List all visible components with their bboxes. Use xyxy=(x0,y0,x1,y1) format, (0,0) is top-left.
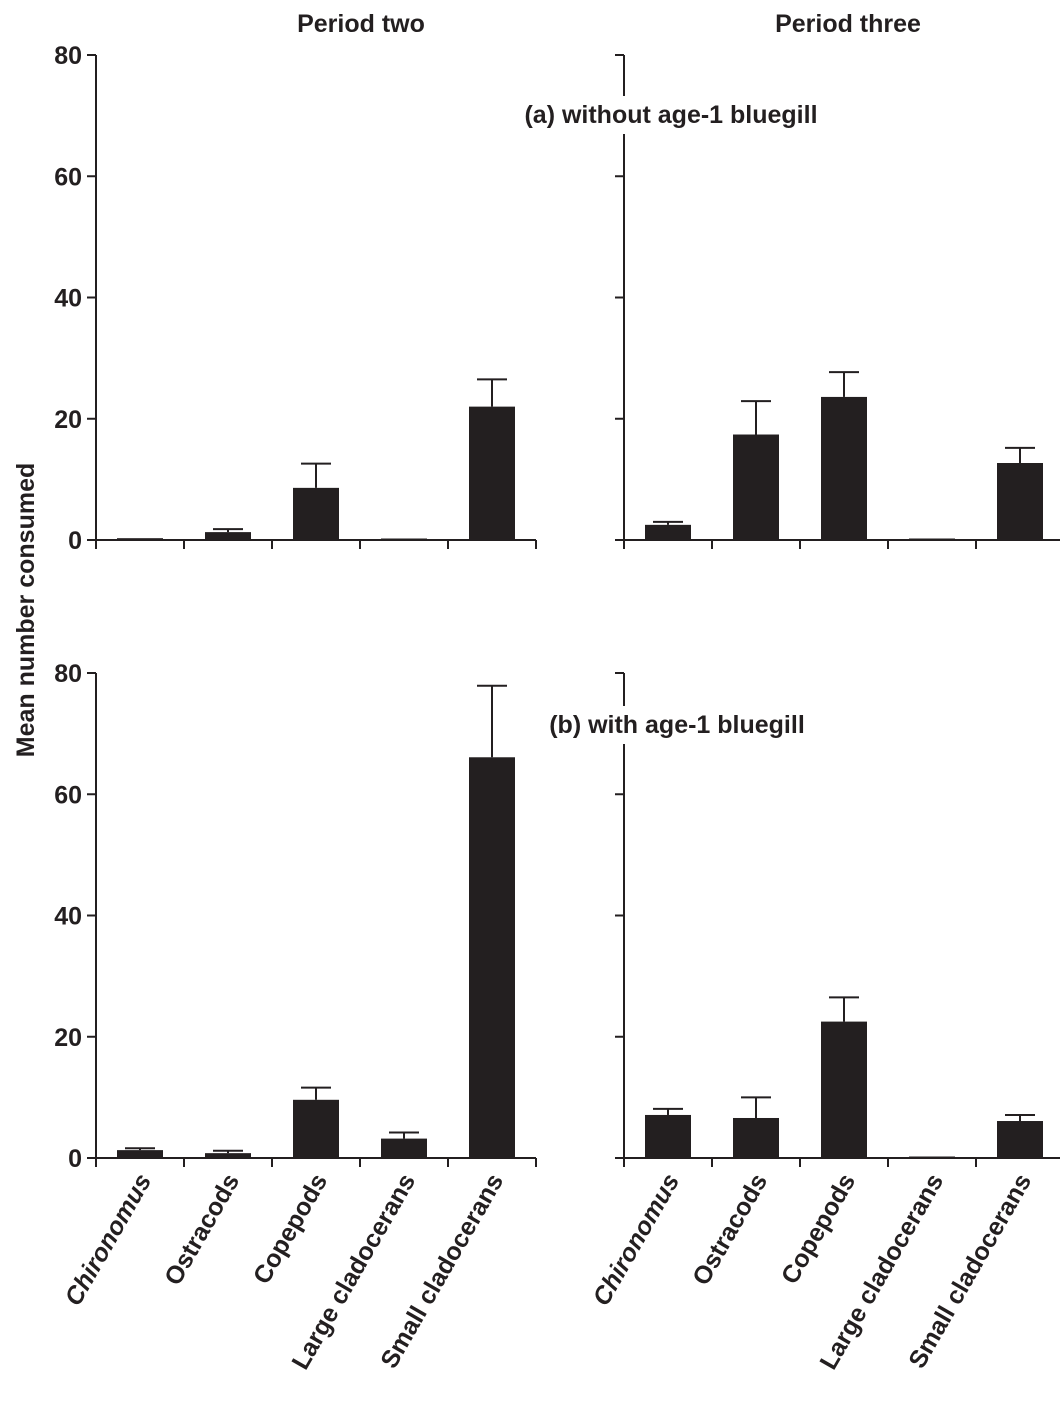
bar-ostracods xyxy=(733,434,779,540)
panel-a-period-two: 0 20 40 60 80 xyxy=(54,42,537,555)
y-axis-title: Mean number consumed xyxy=(12,463,40,758)
bar-ostracods xyxy=(205,1153,251,1158)
bar-large-cladocerans xyxy=(381,538,427,540)
panel-a-period-three xyxy=(615,54,1060,549)
bar-large-cladocerans xyxy=(909,538,955,540)
y-tick-label: 20 xyxy=(54,406,82,434)
y-tick-label: 80 xyxy=(54,42,82,70)
bar-small-cladocerans xyxy=(469,757,515,1158)
y-tick-label: 40 xyxy=(54,903,82,931)
y-tick-label: 80 xyxy=(54,660,82,688)
y-tick-label: 20 xyxy=(54,1024,82,1052)
panel-b-label: (b) with age-1 bluegill xyxy=(549,711,805,739)
y-tick-label: 60 xyxy=(54,781,82,809)
bar-small-cladocerans xyxy=(997,1121,1043,1158)
panel-b-label-backing xyxy=(522,706,830,744)
bar-chironomus xyxy=(645,524,691,540)
bar-copepods xyxy=(293,487,339,540)
y-tick-label: 0 xyxy=(68,1145,82,1173)
bar-large-cladocerans xyxy=(909,1156,955,1158)
bar-copepods xyxy=(821,396,867,540)
panel-a-label-backing xyxy=(496,96,850,134)
y-tick-label: 0 xyxy=(68,527,82,555)
column-title-period-three: Period three xyxy=(775,10,921,38)
y-tick-label: 40 xyxy=(54,285,82,313)
bar-chironomus xyxy=(117,1150,163,1158)
y-tick-label: 60 xyxy=(54,163,82,191)
bar-chironomus xyxy=(117,538,163,540)
bar-copepods xyxy=(821,1021,867,1158)
bar-ostracods xyxy=(733,1117,779,1158)
bar-chironomus xyxy=(645,1114,691,1158)
panel-a-label: (a) without age-1 bluegill xyxy=(524,101,817,129)
column-title-period-two: Period two xyxy=(297,10,425,38)
bar-large-cladocerans xyxy=(381,1138,427,1158)
bar-copepods xyxy=(293,1099,339,1158)
bar-small-cladocerans xyxy=(469,406,515,540)
bar-small-cladocerans xyxy=(997,463,1043,540)
bar-ostracods xyxy=(205,532,251,540)
